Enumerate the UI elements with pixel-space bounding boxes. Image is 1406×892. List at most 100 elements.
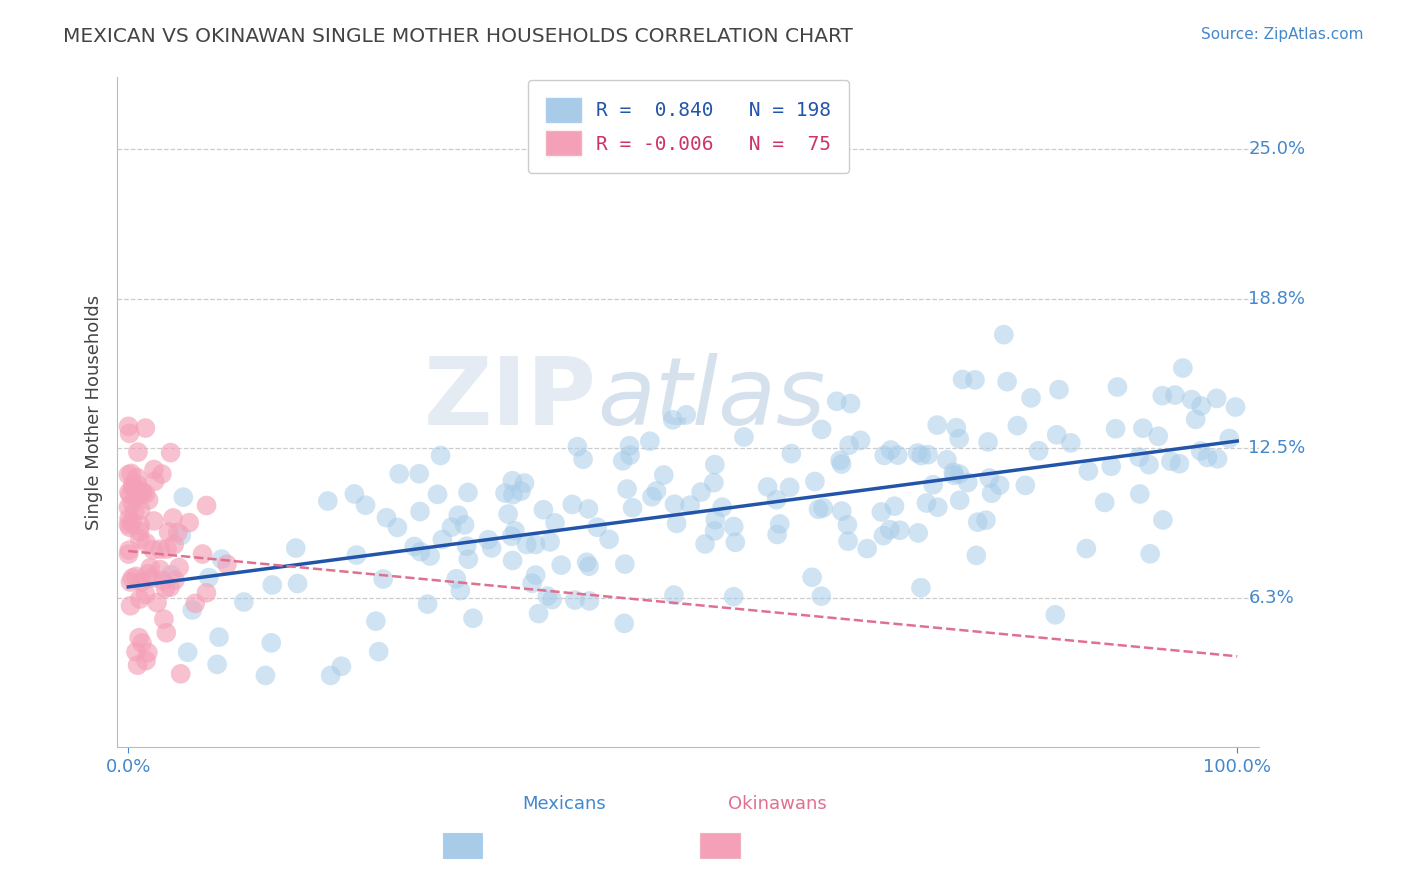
- Point: [447, 508, 470, 523]
- Point: [536, 589, 558, 603]
- Point: [598, 533, 620, 547]
- Point: [965, 549, 987, 563]
- Point: [641, 490, 664, 504]
- Point: [564, 593, 586, 607]
- Point: [662, 413, 685, 427]
- Point: [1197, 450, 1219, 465]
- Point: [811, 500, 834, 515]
- Point: [645, 483, 668, 498]
- Point: [616, 482, 638, 496]
- Point: [1181, 392, 1204, 407]
- Point: [1019, 391, 1042, 405]
- Point: [880, 443, 903, 458]
- Point: [561, 498, 583, 512]
- Point: [1132, 421, 1154, 435]
- Point: [153, 612, 176, 626]
- Point: [572, 452, 595, 467]
- Point: [456, 539, 478, 553]
- Point: [1060, 435, 1083, 450]
- Point: [128, 532, 150, 546]
- Point: [440, 520, 463, 534]
- Point: [831, 457, 853, 471]
- Point: [135, 536, 157, 550]
- Point: [170, 528, 193, 542]
- Legend: R =  0.840   N = 198, R = -0.006   N =  75: R = 0.840 N = 198, R = -0.006 N = 75: [529, 80, 849, 173]
- Point: [907, 525, 929, 540]
- Point: [316, 494, 339, 508]
- Point: [156, 541, 179, 556]
- Point: [163, 573, 186, 587]
- Point: [159, 445, 181, 459]
- Point: [804, 475, 827, 489]
- Point: [977, 434, 1000, 449]
- Point: [179, 516, 201, 530]
- Point: [184, 596, 207, 610]
- Point: [121, 571, 143, 585]
- Point: [205, 657, 228, 672]
- Point: [287, 576, 309, 591]
- Point: [837, 534, 859, 549]
- Point: [652, 468, 675, 483]
- Point: [541, 592, 564, 607]
- Point: [665, 516, 688, 531]
- Point: [141, 571, 163, 585]
- Point: [662, 588, 685, 602]
- Point: [457, 485, 479, 500]
- Point: [125, 645, 148, 659]
- Point: [910, 581, 932, 595]
- Point: [457, 552, 479, 566]
- Point: [724, 535, 747, 549]
- Point: [756, 480, 779, 494]
- Point: [872, 528, 894, 542]
- Text: 25.0%: 25.0%: [1249, 140, 1306, 158]
- Point: [120, 574, 142, 589]
- Point: [166, 525, 188, 540]
- Point: [481, 541, 503, 555]
- Point: [1225, 400, 1247, 414]
- Point: [176, 645, 198, 659]
- Point: [711, 500, 734, 515]
- Text: Okinawans: Okinawans: [728, 795, 827, 814]
- Point: [127, 445, 149, 459]
- Point: [703, 475, 725, 490]
- Point: [993, 327, 1015, 342]
- Point: [211, 552, 233, 566]
- Point: [922, 477, 945, 491]
- Point: [1045, 607, 1067, 622]
- Point: [135, 487, 157, 501]
- Point: [943, 468, 966, 483]
- Point: [948, 467, 970, 481]
- Point: [432, 533, 454, 547]
- Point: [1129, 487, 1152, 501]
- Point: [143, 475, 166, 489]
- Point: [1139, 547, 1161, 561]
- Text: 18.8%: 18.8%: [1249, 290, 1305, 308]
- Point: [162, 511, 184, 525]
- Point: [449, 583, 471, 598]
- Point: [388, 467, 411, 481]
- Point: [856, 541, 879, 556]
- Point: [131, 636, 153, 650]
- Point: [780, 447, 803, 461]
- Point: [127, 478, 149, 492]
- Point: [550, 558, 572, 573]
- Point: [1152, 513, 1174, 527]
- Point: [1152, 389, 1174, 403]
- Point: [138, 492, 160, 507]
- Point: [117, 467, 139, 482]
- Point: [766, 527, 789, 541]
- Text: Source: ZipAtlas.com: Source: ZipAtlas.com: [1201, 27, 1364, 42]
- Point: [496, 507, 519, 521]
- Point: [612, 454, 634, 468]
- Point: [664, 497, 686, 511]
- Point: [131, 574, 153, 589]
- Point: [134, 421, 156, 435]
- Point: [408, 467, 430, 481]
- Point: [679, 498, 702, 512]
- Point: [1171, 361, 1194, 376]
- Text: ZIP: ZIP: [425, 353, 598, 445]
- Point: [838, 438, 860, 452]
- Point: [125, 490, 148, 504]
- Point: [149, 563, 172, 577]
- Point: [690, 485, 713, 500]
